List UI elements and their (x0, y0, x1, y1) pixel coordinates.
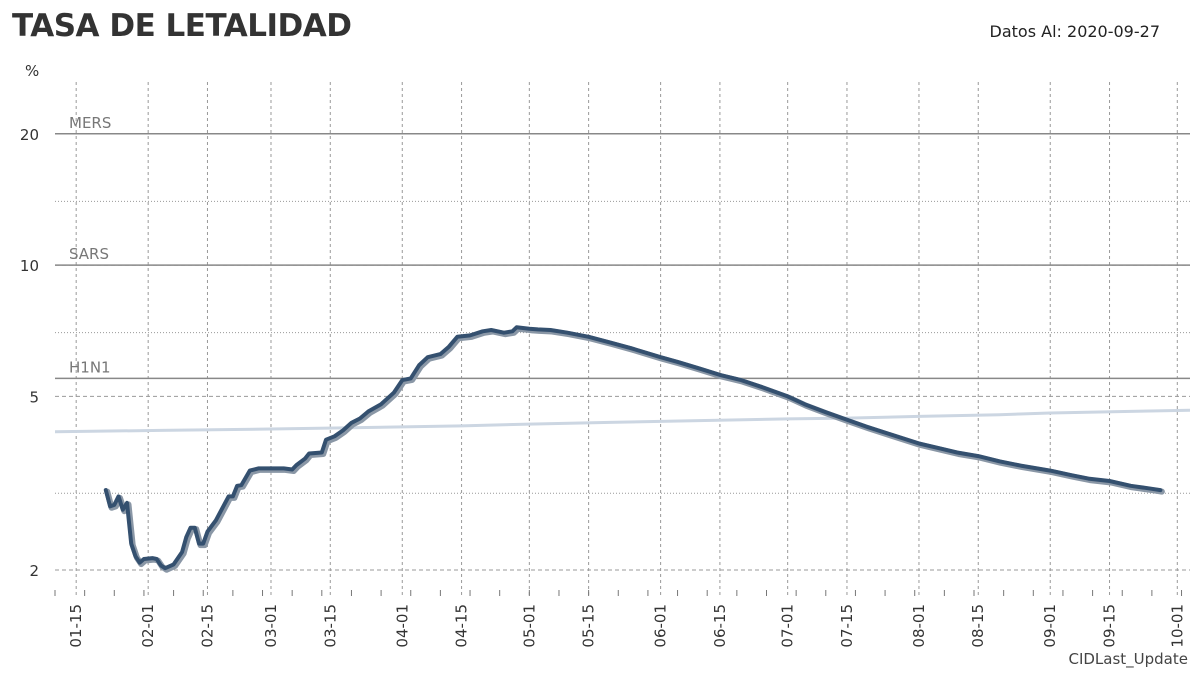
x-tick-label: 09-15 (1101, 604, 1119, 648)
main-series-line (103, 325, 1163, 571)
x-tick-label: 05-01 (520, 604, 538, 648)
x-tick-label: 06-15 (711, 604, 729, 648)
y-tick-label: 10 (20, 257, 39, 275)
x-tick-label: 10-01 (1168, 604, 1186, 648)
grid-layer (55, 82, 1190, 596)
y-tick-label: 20 (20, 126, 39, 144)
chart-title: TASA DE LETALIDAD (12, 8, 352, 44)
x-tick-label: 08-01 (910, 604, 928, 648)
x-tick-label: 02-01 (139, 604, 157, 648)
secondary-series-line (54, 408, 1191, 434)
main-series-shadow (104, 325, 1165, 573)
x-tick-label: 09-01 (1041, 604, 1059, 648)
y-tick-label: 5 (29, 388, 39, 406)
y-axis-unit: % (25, 62, 40, 80)
source-note: CIDLast_Update (1068, 650, 1188, 668)
reference-lines: MERS SARS H1N1 (55, 114, 1190, 380)
x-tick-label: 03-15 (321, 604, 339, 648)
x-tick-label: 07-01 (779, 604, 797, 648)
y-tick-label: 2 (29, 562, 39, 580)
reference-label-sars: SARS (69, 245, 109, 263)
reference-label-h1n1: H1N1 (69, 358, 111, 376)
x-tick-label: 01-15 (67, 604, 85, 648)
x-tick-label: 05-15 (580, 604, 598, 648)
x-tick-label: 04-15 (453, 604, 471, 648)
x-tick-label: 02-15 (198, 604, 216, 648)
axis-layer: 01-15 02-01 02-15 03-01 03-15 04-01 04-15 05-01… (20, 126, 1186, 648)
x-tick-label: 04-01 (393, 604, 411, 648)
x-tick-label: 06-01 (652, 604, 670, 648)
x-tick-label: 03-01 (262, 604, 280, 648)
reference-label-mers: MERS (69, 114, 111, 132)
series-layer (54, 325, 1191, 573)
x-tick-label: 07-15 (838, 604, 856, 648)
data-date-note: Datos Al: 2020-09-27 (989, 22, 1160, 41)
x-tick-label: 08-15 (969, 604, 987, 648)
